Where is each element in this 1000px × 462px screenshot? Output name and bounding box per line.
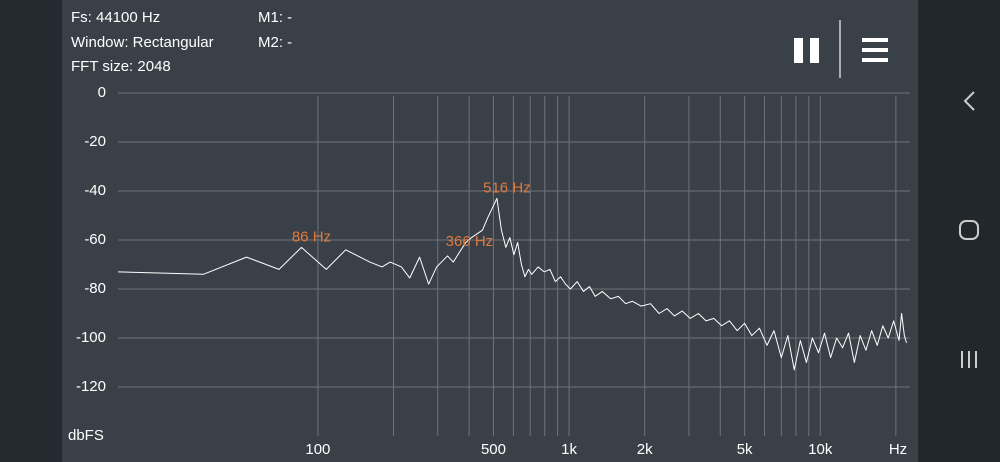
x-tick-label: 5k [737, 441, 753, 458]
pause-bar [794, 38, 803, 63]
spectrum-line [117, 197, 907, 371]
peak-label: 366 Hz [446, 233, 494, 250]
y-tick-label: -20 [84, 133, 106, 150]
x-tick-label: 1k [561, 441, 577, 458]
y-axis-label: dbFS [68, 427, 104, 444]
y-tick-label: -120 [76, 378, 106, 395]
x-tick-label: 10k [808, 441, 833, 458]
menu-line [862, 58, 888, 62]
menu-line [862, 48, 888, 52]
menu-line [862, 38, 888, 42]
fs-info: Fs: 44100 Hz [71, 9, 160, 26]
y-tick-label: 0 [98, 84, 106, 101]
pause-button[interactable] [794, 38, 819, 63]
fft-info: FFT size: 2048 [71, 58, 171, 75]
x-tick-label: 2k [637, 441, 653, 458]
y-tick-label: -100 [76, 329, 106, 346]
marker-2: M2: - [258, 34, 292, 51]
y-tick-label: -80 [84, 280, 106, 297]
window-info: Window: Rectangular [71, 34, 214, 51]
plot: 0 -20 -40 -60 -80 -100 -120 dbFS 100 500 1k 2k 5k 10k… [68, 84, 910, 458]
x-tick-label: 500 [481, 441, 506, 458]
app-area [62, 0, 918, 462]
y-tick-label: -40 [84, 182, 106, 199]
peak-label: 516 Hz [483, 179, 531, 196]
home-button[interactable] [959, 220, 979, 240]
x-tick-label: 100 [305, 441, 330, 458]
menu-button[interactable] [862, 38, 888, 62]
pause-bar [810, 38, 819, 63]
marker-1: M1: - [258, 9, 292, 26]
left-strip [0, 0, 62, 462]
back-button[interactable] [963, 91, 975, 111]
recents-button[interactable] [961, 351, 977, 368]
peak-label: 86 Hz [292, 228, 331, 245]
x-axis-label: Hz [889, 441, 907, 458]
y-tick-label: -60 [84, 231, 106, 248]
